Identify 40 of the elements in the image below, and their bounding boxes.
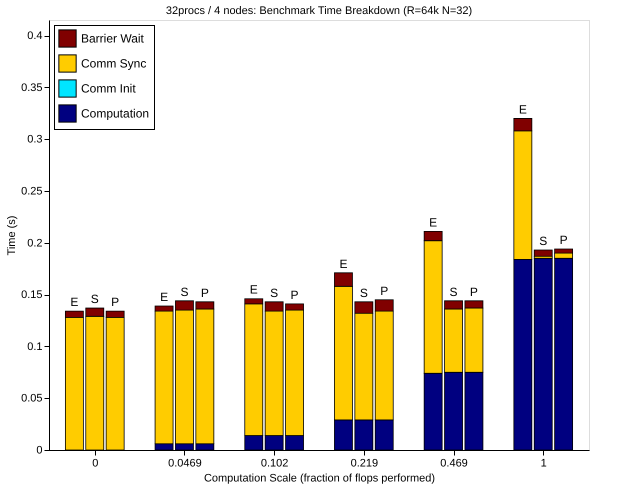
text: E [339,256,348,271]
x-axis-title: Computation Scale (fraction of flops performed) [204,472,436,484]
text: P [470,284,478,299]
x-tick-label: 0 [92,458,98,470]
text: E [70,295,78,310]
text: S [450,284,458,299]
text: E [518,102,527,116]
text: S [180,284,188,299]
text: S [360,286,368,300]
y-axis-title: Time (s) [6,216,18,256]
legend-label: Comm Sync [81,56,146,70]
text: P [290,288,299,302]
y-tick-label: 0.4 [27,30,42,42]
text: P [111,295,120,310]
text: E [429,215,438,230]
chart-title: 32procs / 4 nodes: Benchmark Time Breakdown (R=64k N=32) [166,5,472,17]
y-tick-label: 0.1 [27,340,42,353]
legend-label: Comm Init [81,82,136,96]
y-tick-label: 0 [36,444,42,456]
x-tick-label: 1 [540,458,547,470]
y-tick-label: 0.05 [21,392,42,405]
y-tick-label: 0.3 [27,134,42,146]
x-tick-label: 0.469 [440,458,468,470]
text: E [160,290,168,304]
x-tick-label: 0.0469 [168,458,202,470]
text: P [200,286,209,300]
x-tick-label: 0.102 [260,458,288,470]
y-tick-label: 0.15 [21,289,42,302]
text: S [90,292,99,306]
text: P [380,284,388,298]
legend-label: Computation [81,106,150,120]
y-tick-label: 0.25 [21,185,42,198]
legend-label: Barrier Wait [81,32,145,46]
x-tick-label: 0.219 [350,458,378,470]
text: P [560,232,568,247]
text: S [539,234,548,248]
y-tick-label: 0.35 [21,82,42,94]
text: E [250,282,258,297]
text: S [270,286,278,300]
y-tick-label: 0.2 [27,237,42,250]
